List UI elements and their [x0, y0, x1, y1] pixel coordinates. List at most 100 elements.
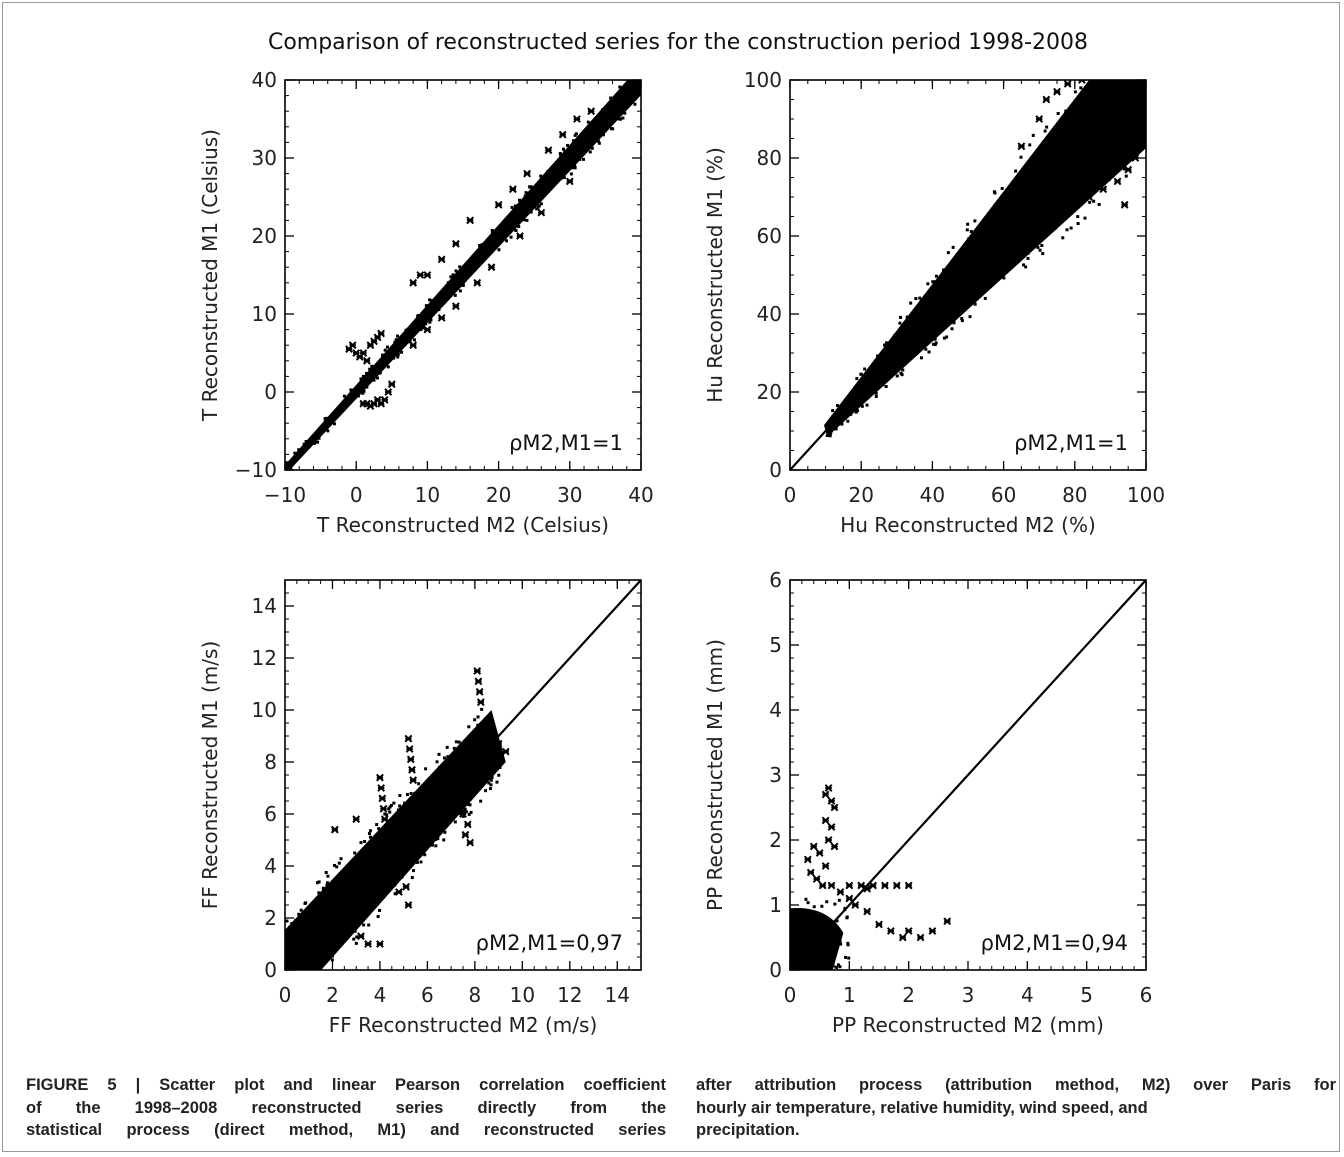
y-tick-label: 40: [252, 68, 277, 92]
scatter-point: [537, 204, 541, 208]
scatter-point: [463, 820, 472, 829]
scatter-point: [847, 956, 851, 960]
scatter-point: [335, 865, 339, 869]
y-tick-label: 0: [264, 380, 277, 404]
scatter-point: [923, 295, 927, 299]
y-tick-label: 2: [769, 828, 782, 852]
scatter-point: [828, 930, 832, 934]
scatter-point: [423, 325, 432, 334]
scatter-point: [1124, 174, 1128, 178]
scatter-point: [1043, 129, 1047, 133]
scatter-point: [816, 943, 820, 947]
x-tick-label: 60: [991, 483, 1016, 507]
scatter-point: [362, 356, 371, 365]
scatter-point: [409, 278, 418, 287]
scatter-point: [400, 875, 404, 879]
scatter-point: [406, 802, 410, 806]
scatter-panel-1: −10 0 10 20 30 40 −10 0 10 20 30 40 T Reconstructed …: [198, 67, 654, 537]
scatter-point: [330, 954, 334, 958]
scatter-point: [461, 282, 465, 286]
scatter-point: [489, 778, 493, 782]
x-tick-label: 40: [920, 483, 945, 507]
scatter-point: [1090, 61, 1093, 64]
scatter-point: [417, 782, 421, 786]
scatter-point: [931, 280, 935, 284]
scatter-point: [934, 274, 938, 278]
scatter-point: [597, 141, 601, 145]
scatter-point: [295, 1001, 298, 1004]
scatter-point: [1000, 186, 1004, 190]
scatter-point: [333, 863, 337, 867]
scatter-point: [943, 917, 952, 926]
scatter-point: [489, 783, 493, 787]
scatter-point: [1065, 228, 1069, 232]
scatter-point: [892, 881, 901, 890]
scatter-point: [633, 102, 637, 106]
scatter-point: [404, 328, 408, 332]
scatter-point: [315, 967, 319, 970]
x-tick-label: 5: [1080, 983, 1093, 1007]
scatter-point: [833, 902, 837, 906]
scatter-point: [933, 337, 937, 341]
scatter-point: [368, 829, 372, 833]
scatter-point: [367, 923, 371, 927]
scatter-point: [539, 202, 543, 206]
scatter-point: [844, 955, 848, 959]
scatter-point: [1041, 252, 1045, 256]
scatter-point: [443, 830, 447, 834]
scatter-point: [405, 804, 409, 808]
scatter-point: [356, 394, 360, 398]
scatter-point: [824, 836, 833, 844]
y-tick-label: 100: [744, 68, 782, 92]
scatter-point: [361, 374, 365, 378]
scatter-point: [476, 698, 485, 707]
x-axis-label: T Reconstructed M2 (Celsius): [316, 513, 609, 537]
scatter-point: [965, 228, 969, 232]
scatter-point: [1120, 200, 1129, 209]
scatter-point: [362, 923, 366, 927]
scatter-point: [400, 350, 404, 354]
scatter-point: [993, 191, 997, 195]
scatter-point: [297, 448, 301, 452]
scatter-point: [845, 894, 854, 903]
x-tick-label: 8: [468, 983, 481, 1007]
scatter-point: [344, 868, 348, 872]
scatter-point: [825, 900, 829, 904]
scatter-point: [561, 174, 565, 178]
scatter-point: [621, 116, 625, 120]
scatter-point: [458, 265, 462, 269]
scatter-point: [497, 773, 501, 777]
scatter-point: [539, 174, 543, 178]
scatter-point: [383, 812, 387, 816]
scatter-point: [492, 768, 496, 772]
caption-line: FIGURE 5 | Scatter plot and linear Pears…: [26, 1076, 666, 1094]
scatter-point: [454, 269, 458, 273]
scatter-point: [319, 974, 322, 977]
scatter-point: [629, 72, 632, 75]
scatter-point: [1053, 226, 1057, 230]
scatter-point: [280, 924, 283, 927]
scatter-point: [372, 378, 376, 382]
scatter-point: [370, 364, 374, 368]
scatter-point: [398, 804, 402, 808]
scatter-point: [881, 881, 889, 890]
scatter-point: [529, 210, 533, 214]
scatter-point: [804, 897, 808, 901]
scatter-point: [525, 218, 529, 222]
scatter-point: [1061, 236, 1065, 240]
scatter-point: [297, 912, 301, 916]
scatter-point: [444, 762, 448, 766]
scatter-point: [463, 807, 467, 811]
scatter-point: [828, 934, 832, 938]
scatter-point: [634, 67, 637, 70]
scatter-point: [558, 130, 567, 139]
scatter-point: [1035, 115, 1044, 123]
scatter-point: [395, 888, 403, 896]
scatter-point: [973, 302, 977, 306]
scatter-point: [837, 937, 841, 941]
x-tick-label: 10: [510, 983, 535, 1007]
scatter-point: [829, 945, 833, 949]
scatter-point: [514, 228, 518, 232]
scatter-point: [815, 849, 824, 857]
